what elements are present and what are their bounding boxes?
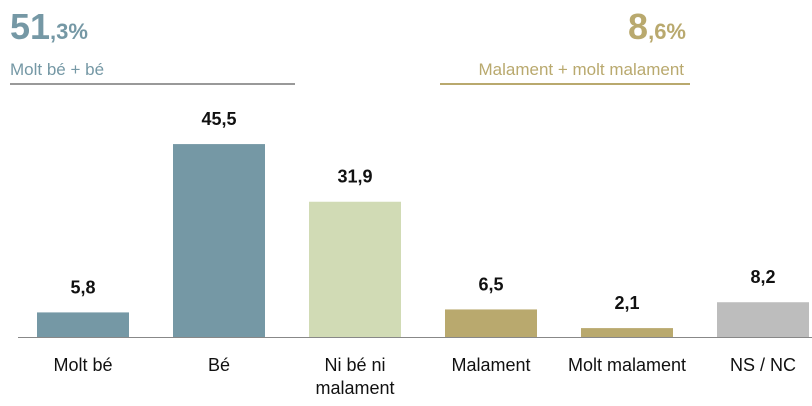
- value-label: 5,8: [70, 277, 95, 297]
- summary-value: 8,6%: [628, 6, 686, 48]
- x-tick-text: Bé: [207, 355, 231, 375]
- x-tick-text: Malament: [451, 355, 531, 375]
- value-label: 8,2: [750, 267, 775, 287]
- x-tick-label: Bé: [159, 354, 279, 377]
- summary-main: 51: [10, 6, 51, 47]
- x-tick-text: Ni bé ni malament: [315, 355, 395, 398]
- value-label: 45,5: [201, 109, 236, 129]
- x-tick-label: NS / NC: [703, 354, 812, 377]
- value-label: 6,5: [478, 274, 503, 294]
- bar: [445, 309, 537, 337]
- summary-label: Malament + molt malament: [478, 60, 685, 79]
- bar: [581, 328, 673, 337]
- x-tick-label: Malament: [431, 354, 551, 377]
- bar: [173, 144, 265, 337]
- summary-sub: ,6%: [648, 19, 686, 44]
- summary-label: Molt bé + bé: [10, 60, 105, 79]
- bar: [37, 312, 129, 337]
- bar: [717, 302, 809, 337]
- x-tick-label: Ni bé ni malament: [295, 354, 415, 400]
- summary-rule: [10, 83, 295, 85]
- summary-main: 8: [628, 6, 649, 47]
- x-tick-text: NS / NC: [729, 355, 796, 375]
- summary-value: 51,3%: [10, 6, 88, 48]
- bar: [309, 201, 401, 337]
- value-label: 2,1: [614, 293, 639, 313]
- x-tick-label: Molt bé: [23, 354, 143, 377]
- x-tick-label: Molt malament: [567, 354, 687, 377]
- summary-sub: ,3%: [50, 19, 88, 44]
- x-tick-text: Molt malament: [567, 355, 687, 375]
- value-label: 31,9: [337, 167, 372, 187]
- x-tick-text: Molt bé: [53, 355, 113, 375]
- summary-rule: [440, 83, 690, 85]
